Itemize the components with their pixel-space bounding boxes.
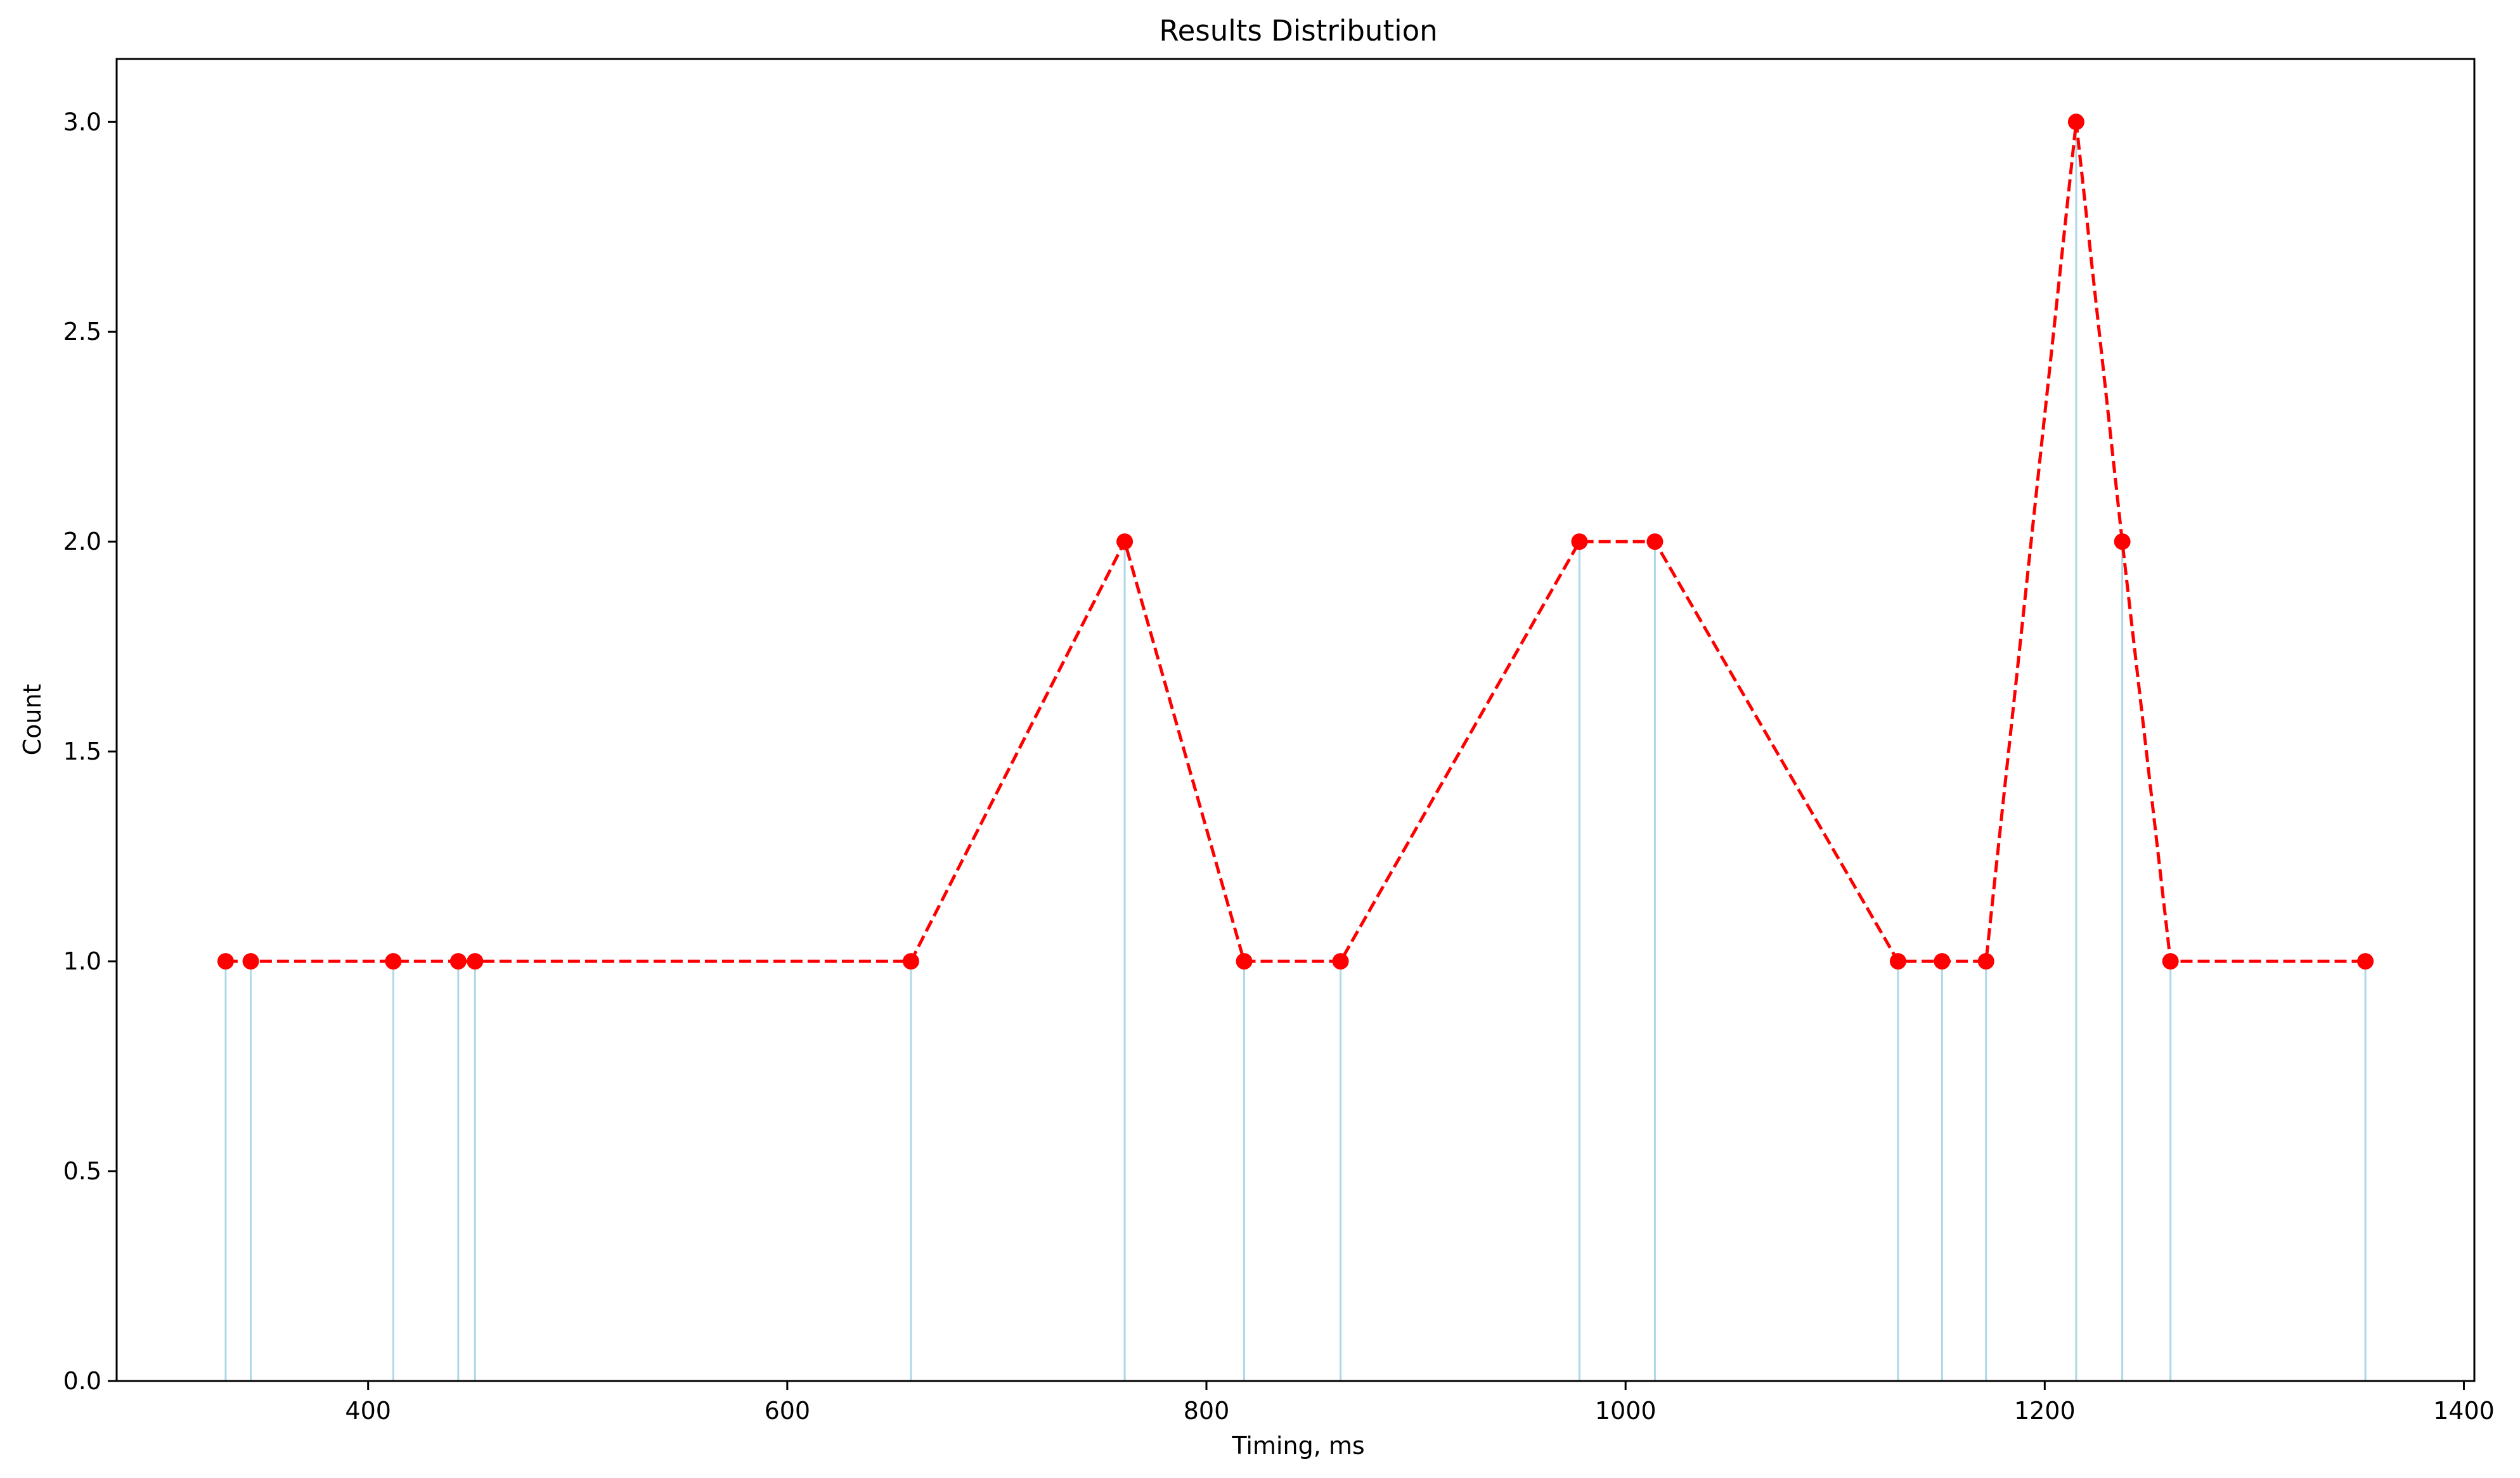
- y-axis-ticks: 0.0 0.5 1.0 1.5 2.0 2.5 3.0: [63, 108, 117, 1395]
- x-tick-label-4: 1200: [2014, 1397, 2076, 1425]
- chart-title: Results Distribution: [1159, 14, 1437, 48]
- y-tick-label-6: 3.0: [63, 108, 101, 136]
- data-point-14: [2067, 113, 2084, 131]
- x-tick-label-0: 400: [345, 1397, 391, 1425]
- y-tick-label-2: 1.0: [63, 947, 101, 975]
- data-point-8: [1332, 953, 1349, 970]
- x-axis-label: Timing, ms: [1231, 1432, 1364, 1460]
- data-point-5: [902, 953, 919, 970]
- data-point-1: [242, 953, 259, 970]
- x-tick-label-1: 600: [765, 1397, 811, 1425]
- data-point-2: [385, 953, 402, 970]
- series-line: [225, 120, 2366, 963]
- data-point-13: [1977, 953, 1994, 970]
- x-tick-label-3: 1000: [1595, 1397, 1657, 1425]
- data-point-3: [449, 953, 467, 970]
- series-line-group: [225, 120, 2366, 963]
- data-point-10: [1646, 533, 1664, 550]
- data-point-17: [2357, 953, 2374, 970]
- y-axis-label: Count: [18, 684, 46, 756]
- plot-frame: [115, 58, 2476, 1382]
- y-tick-label-0: 0.0: [63, 1367, 101, 1395]
- data-point-6: [1116, 533, 1134, 550]
- data-point-0: [217, 953, 234, 970]
- data-point-4: [467, 953, 484, 970]
- x-tick-label-5: 1400: [2433, 1397, 2495, 1425]
- data-point-9: [1571, 533, 1588, 550]
- stems: [224, 122, 2367, 1381]
- y-tick-label-3: 1.5: [63, 737, 101, 765]
- data-point-15: [2114, 533, 2131, 550]
- y-tick-label-5: 2.5: [63, 318, 101, 346]
- markers: [217, 113, 2374, 970]
- x-axis-ticks: 400 600 800 1000 1200 1400: [345, 1381, 2495, 1425]
- data-point-12: [1934, 953, 1951, 970]
- y-tick-label-4: 2.0: [63, 528, 101, 555]
- x-tick-label-2: 800: [1184, 1397, 1230, 1425]
- data-point-16: [2162, 953, 2179, 970]
- y-tick-label-1: 0.5: [63, 1157, 101, 1185]
- data-point-7: [1236, 953, 1253, 970]
- data-point-11: [1889, 953, 1906, 970]
